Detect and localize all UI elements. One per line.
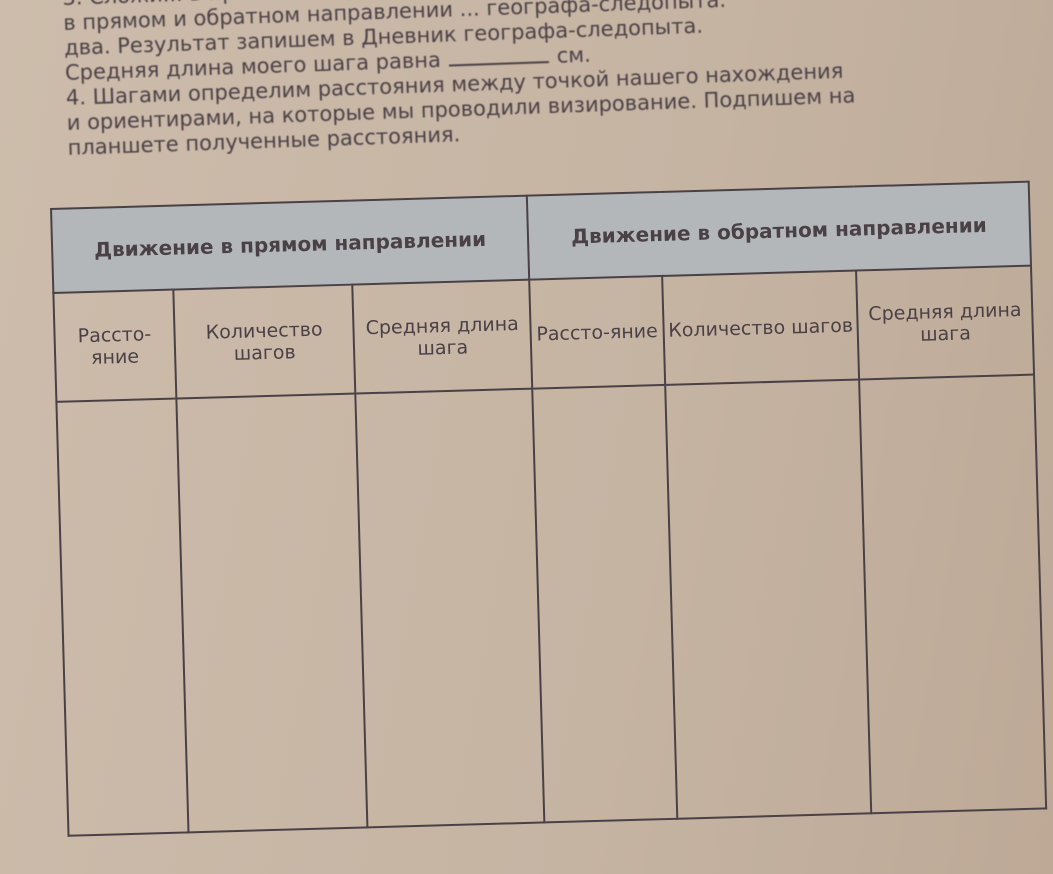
table-cell[interactable] xyxy=(56,398,189,836)
table-row xyxy=(56,374,1047,836)
column-header: Количество шагов xyxy=(173,284,356,399)
column-header: Рассто-яние xyxy=(529,275,665,389)
table-cell[interactable] xyxy=(176,393,368,833)
table-cell[interactable] xyxy=(859,374,1047,814)
instructions-text: 3. Сложи... в прямом и обратном направле… xyxy=(62,0,1048,161)
steps-table: Движение в прямом направлении Движение в… xyxy=(50,181,1047,837)
table-cell[interactable] xyxy=(664,379,872,819)
table-cell[interactable] xyxy=(355,388,545,828)
column-header: Рассто-яние xyxy=(53,289,177,402)
column-header: Средняя длина шага xyxy=(352,279,533,394)
fill-in-blank[interactable] xyxy=(448,61,549,67)
column-header: Средняя длина шага xyxy=(856,265,1035,380)
group-header-backward: Движение в обратном направлении xyxy=(526,181,1031,280)
text-fragment: см. xyxy=(556,42,592,68)
column-header: Количество шагов xyxy=(661,270,860,385)
table-cell[interactable] xyxy=(532,384,678,823)
group-header-forward: Движение в прямом направлении xyxy=(51,195,530,293)
